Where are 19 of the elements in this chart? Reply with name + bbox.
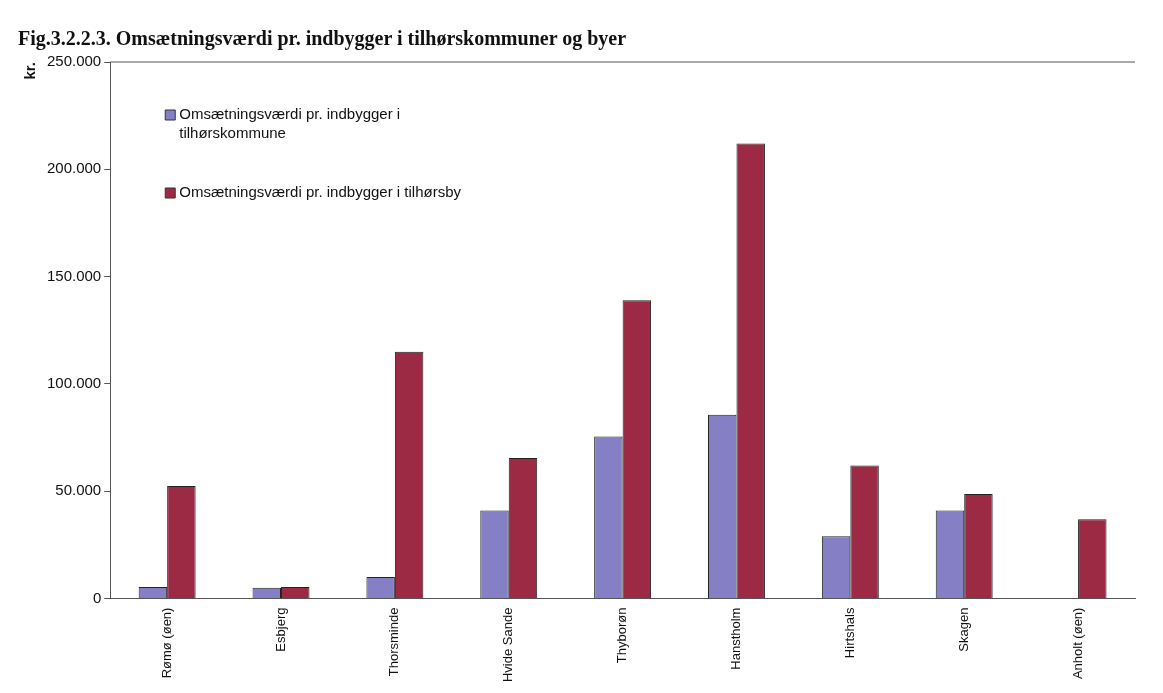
x-tick-label: Hirtshals [841, 607, 857, 659]
legend-label: Omsætningsværdi pr. indbygger i tilhørskommune [179, 104, 401, 141]
y-tick-label: 50.000 [55, 481, 102, 499]
x-tick-label: Thyborøn [614, 607, 630, 664]
x-tick-label: Thorsminde [386, 607, 402, 677]
chart-title: Fig.3.2.2.3. Omsætningsværdi pr. indbygger i tilhørskommuner og byer [18, 27, 627, 51]
y-tick-label: 200.000 [46, 159, 102, 177]
x-tick-label: Rømø (øen) [158, 607, 174, 679]
x-tick-label: Hvide Sande [500, 607, 516, 683]
y-tick-label: 100.000 [46, 374, 102, 392]
x-tick-label: Hanstholm [728, 607, 744, 670]
y-axis-title: kr. [21, 62, 39, 80]
x-tick-label: Anholt (øen) [1069, 607, 1085, 680]
x-tick-label: Skagen [955, 607, 971, 652]
y-tick-label: 250.000 [46, 52, 102, 70]
x-tick-label: Esbjerg [272, 607, 288, 652]
y-tick-label: 150.000 [46, 266, 102, 284]
legend-label: Omsætningsværdi pr. indbygger i tilhørsby [179, 182, 462, 200]
y-tick-label: 0 [92, 588, 102, 606]
